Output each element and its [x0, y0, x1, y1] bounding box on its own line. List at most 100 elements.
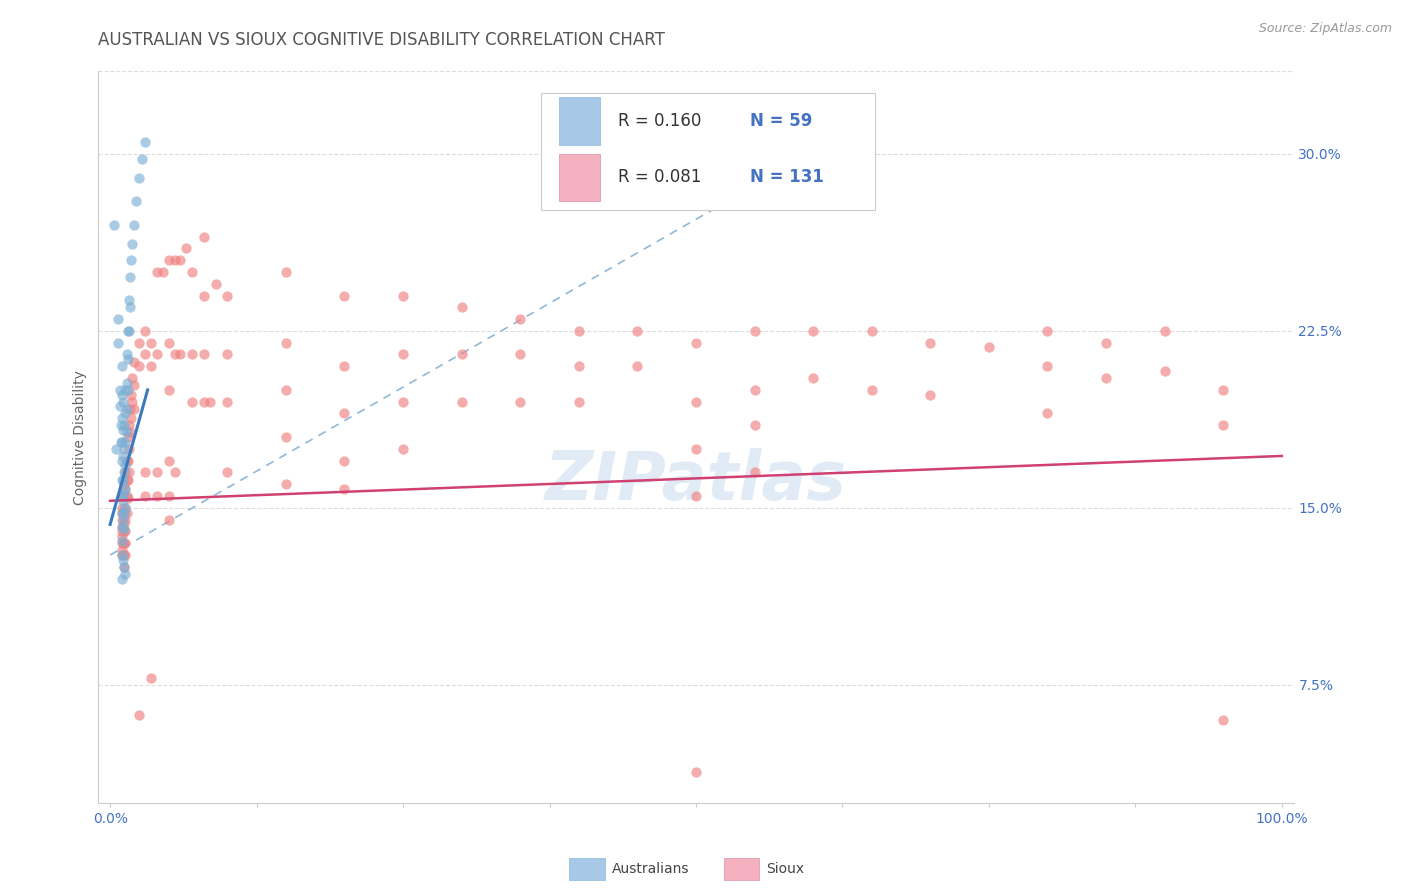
- Point: [122, 354, 145, 368]
- Point: [1212, 418, 1234, 433]
- Point: [114, 458, 136, 473]
- Point: [117, 473, 139, 487]
- Point: [117, 491, 139, 506]
- Point: [122, 378, 145, 392]
- Bar: [558, 153, 600, 202]
- Point: [333, 288, 356, 302]
- Point: [141, 335, 163, 350]
- Point: [509, 347, 531, 361]
- Point: [169, 253, 191, 268]
- Point: [114, 566, 136, 581]
- Point: [685, 394, 707, 409]
- Point: [685, 442, 707, 456]
- Point: [626, 324, 648, 338]
- Point: [112, 553, 135, 567]
- Point: [117, 430, 139, 444]
- Point: [118, 324, 141, 338]
- Point: [114, 548, 136, 562]
- Point: [1212, 713, 1234, 727]
- Point: [112, 536, 135, 550]
- Point: [920, 335, 942, 350]
- Point: [450, 347, 472, 361]
- Point: [118, 466, 141, 480]
- Point: [122, 218, 145, 232]
- Point: [121, 236, 143, 251]
- Point: [107, 312, 129, 326]
- Point: [110, 434, 132, 449]
- Point: [217, 394, 239, 409]
- Point: [115, 489, 138, 503]
- Point: [105, 442, 128, 456]
- Point: [744, 466, 766, 480]
- Point: [1153, 324, 1175, 338]
- Point: [111, 513, 134, 527]
- Point: [392, 347, 415, 361]
- Point: [115, 506, 138, 520]
- Point: [1095, 371, 1118, 385]
- Point: [977, 340, 1000, 354]
- Point: [157, 453, 180, 467]
- Point: [860, 324, 883, 338]
- Point: [181, 265, 204, 279]
- Point: [626, 359, 648, 374]
- Point: [112, 418, 135, 433]
- Point: [801, 371, 824, 385]
- Point: [112, 517, 135, 532]
- Point: [114, 482, 136, 496]
- Point: [152, 265, 174, 279]
- Y-axis label: Cognitive Disability: Cognitive Disability: [73, 369, 87, 505]
- Point: [134, 347, 156, 361]
- Point: [112, 506, 135, 520]
- Point: [112, 489, 135, 503]
- Point: [1153, 364, 1175, 378]
- Point: [112, 493, 135, 508]
- Point: [111, 359, 134, 374]
- Point: [114, 536, 136, 550]
- Point: [111, 543, 134, 558]
- Point: [121, 394, 143, 409]
- Point: [157, 513, 180, 527]
- Point: [131, 152, 153, 166]
- Point: [122, 401, 145, 416]
- Point: [1095, 335, 1118, 350]
- Point: [117, 383, 139, 397]
- Point: [274, 383, 297, 397]
- Text: ZIPatlas: ZIPatlas: [546, 448, 846, 514]
- Point: [111, 520, 134, 534]
- Point: [163, 466, 186, 480]
- Point: [744, 383, 766, 397]
- Point: [134, 135, 156, 149]
- Point: [450, 301, 472, 315]
- Point: [134, 489, 156, 503]
- Point: [112, 423, 135, 437]
- Point: [111, 453, 134, 467]
- Point: [115, 473, 138, 487]
- Point: [1212, 383, 1234, 397]
- Point: [111, 520, 134, 534]
- Point: [146, 347, 169, 361]
- Point: [568, 324, 591, 338]
- Point: [392, 394, 415, 409]
- Point: [198, 394, 221, 409]
- Point: [392, 288, 415, 302]
- Point: [111, 572, 134, 586]
- Point: [111, 533, 134, 548]
- Point: [108, 383, 131, 397]
- Point: [111, 529, 134, 543]
- Point: [114, 500, 136, 515]
- Point: [125, 194, 148, 208]
- Point: [112, 449, 135, 463]
- Point: [509, 394, 531, 409]
- Point: [274, 335, 297, 350]
- Text: R = 0.160: R = 0.160: [619, 112, 702, 130]
- Point: [193, 229, 215, 244]
- Point: [117, 352, 139, 367]
- Point: [108, 400, 131, 414]
- Point: [111, 489, 134, 503]
- Point: [392, 442, 415, 456]
- Point: [193, 394, 215, 409]
- Point: [111, 387, 134, 401]
- Point: [193, 288, 215, 302]
- Point: [112, 477, 135, 491]
- Point: [111, 548, 134, 562]
